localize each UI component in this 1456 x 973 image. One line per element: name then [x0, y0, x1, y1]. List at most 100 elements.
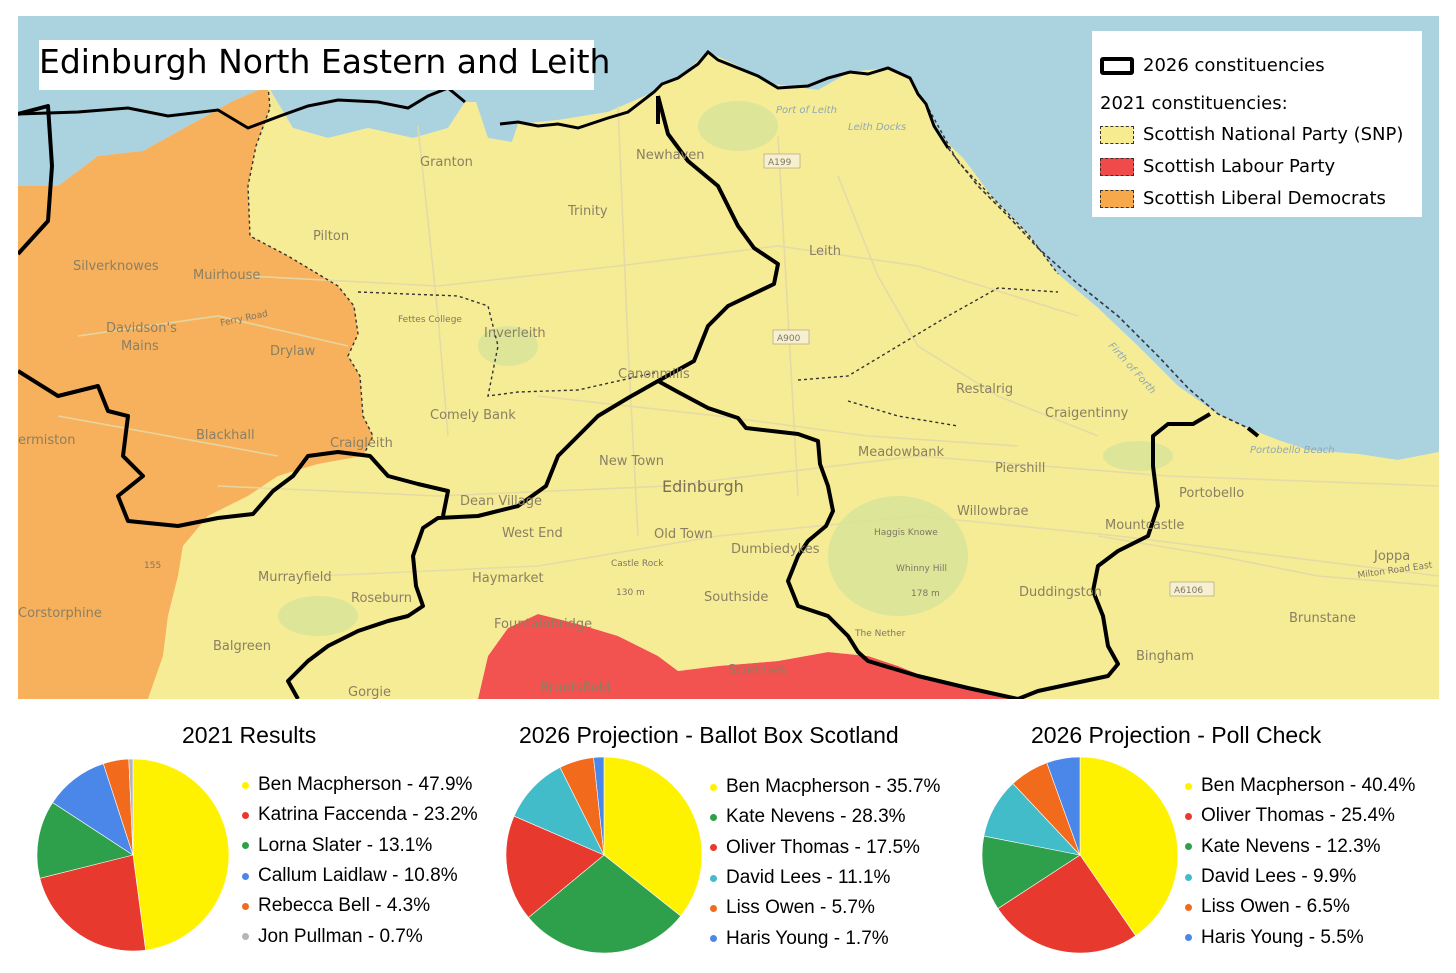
legend-label: David Lees - 9.9%	[1201, 866, 1357, 888]
place-label: Brunstane	[1289, 611, 1356, 626]
map-title-box: Edinburgh North Eastern and Leith	[39, 40, 610, 90]
pie-chart	[981, 756, 1179, 954]
legend-2021-heading: 2021 constituencies:	[1100, 93, 1288, 114]
coastline-leith	[499, 49, 950, 149]
legend-item: Ben Macpherson - 47.9%	[242, 770, 478, 800]
legend-item: Ben Macpherson - 40.4%	[1185, 771, 1415, 801]
legend-dot	[710, 935, 717, 943]
place-label: Sciennes	[728, 663, 786, 678]
pie-slice-kate-nevens	[528, 854, 682, 954]
place-label: Balgreen	[213, 639, 271, 654]
legend-label: Oliver Thomas - 25.4%	[1201, 805, 1395, 827]
pie-title: 2026 Projection - Poll Check	[1031, 722, 1322, 748]
place-label: Haggis Knowe	[874, 528, 938, 538]
place-label: New Town	[599, 454, 664, 469]
place-label: Joppa	[1373, 549, 1410, 564]
boundaries-2026	[18, 95, 1260, 699]
legend-dot	[242, 933, 249, 941]
road-label: A199	[768, 158, 792, 168]
place-label: Haymarket	[472, 571, 544, 586]
pie-slice-haris-young	[593, 756, 605, 856]
place-label: Southside	[704, 590, 768, 605]
legend-label: Callum Laidlaw - 10.8%	[258, 865, 458, 887]
place-label: Edinburgh	[662, 477, 744, 496]
legend-dot	[1185, 812, 1192, 820]
legend-libdem-label: Scottish Liberal Democrats	[1143, 188, 1386, 209]
legend-item: Kate Nevens - 28.3%	[710, 802, 940, 832]
legend-label: Kate Nevens - 12.3%	[1201, 835, 1381, 857]
pie-panel-poll-check: 2026 Projection - Poll Check Ben Macpher…	[975, 716, 1445, 966]
coastline-east	[947, 147, 1249, 429]
place-label: Roseburn	[351, 591, 412, 606]
place-label: Bruntsfield	[540, 681, 611, 696]
legend-dot	[710, 874, 717, 882]
place-label: Leith Docks	[848, 122, 906, 133]
legend-dot	[1185, 782, 1192, 790]
legend-label: Haris Young - 5.5%	[1201, 926, 1364, 948]
legend-dot	[710, 844, 717, 852]
place-label: Muirhouse	[193, 268, 260, 283]
legend-item: Liss Owen - 6.5%	[1185, 892, 1415, 922]
pie-chart	[505, 756, 703, 954]
place-label: Castle Rock	[611, 559, 664, 569]
pie-legend: Ben Macpherson - 35.7% Kate Nevens - 28.3…	[710, 772, 940, 954]
place-label: Fettes College	[398, 315, 462, 325]
place-label: Dumbiedykes	[731, 542, 820, 557]
place-label: Gorgie	[348, 685, 391, 699]
pie-slice-david-lees	[513, 767, 605, 856]
legend-label: Haris Young - 1.7%	[726, 927, 889, 949]
place-label: Willowbrae	[957, 504, 1029, 519]
legend-dot	[1185, 903, 1192, 911]
pie-slice-haris-young	[1046, 756, 1081, 856]
pie-slice-jon-pullman	[128, 758, 134, 856]
place-label: ermiston	[18, 433, 75, 448]
legend-label: Ben Macpherson - 35.7%	[726, 776, 941, 798]
map-title: Edinburgh North Eastern and Leith	[39, 42, 611, 81]
legend-dot	[242, 902, 249, 910]
pie-legend: Ben Macpherson - 40.4% Oliver Thomas - 25…	[1185, 771, 1415, 953]
libdem-2021-area	[18, 86, 373, 699]
place-label: Bingham	[1136, 649, 1194, 664]
place-label: Piershill	[995, 461, 1045, 476]
place-label: Blackhall	[196, 428, 255, 443]
legend-labour-row: Scottish Labour Party	[1100, 156, 1335, 177]
pie-legend: Ben Macpherson - 47.9% Katrina Faccenda -…	[242, 770, 478, 952]
legend-item: Katrina Faccenda - 23.2%	[242, 800, 478, 830]
legend-item: Jon Pullman - 0.7%	[242, 921, 478, 951]
place-label: Comely Bank	[430, 408, 516, 423]
legend-item: Oliver Thomas - 25.4%	[1185, 801, 1415, 831]
place-label: Portobello	[1179, 486, 1244, 501]
pie-slice-ben-macpherson	[132, 758, 230, 951]
legend-dot	[1185, 843, 1192, 851]
boundaries-2021	[247, 85, 1059, 457]
pie-slice-oliver-thomas	[505, 815, 605, 918]
legend-dot	[242, 781, 249, 789]
place-label: Old Town	[654, 527, 713, 542]
place-label: Dean Village	[460, 494, 542, 509]
pie-slice-kate-nevens	[981, 835, 1081, 909]
snp-2021-area	[148, 52, 1439, 699]
place-label: Port of Leith	[776, 105, 837, 116]
parks	[278, 101, 1173, 636]
legend-item: David Lees - 9.9%	[1185, 862, 1415, 892]
place-label: Murrayfield	[258, 570, 332, 585]
legend-item: Callum Laidlaw - 10.8%	[242, 861, 478, 891]
legend-dot	[242, 872, 249, 880]
legend-label: Ben Macpherson - 40.4%	[1201, 775, 1416, 797]
place-label: Duddingston	[1019, 585, 1102, 600]
place-label: Mountcastle	[1105, 518, 1184, 533]
place-label: Meadowbank	[858, 445, 944, 460]
place-label: Fountainbridge	[494, 617, 592, 632]
pie-chart	[36, 758, 230, 952]
legend-item: Oliver Thomas - 17.5%	[710, 833, 940, 863]
labour-2021-area	[478, 614, 1018, 699]
place-label: Trinity	[567, 204, 608, 219]
place-label: Whinny Hill	[896, 564, 947, 574]
legend-2026-label: 2026 constituencies	[1143, 55, 1325, 76]
legend-label: Liss Owen - 6.5%	[1201, 896, 1350, 918]
legend-item: David Lees - 11.1%	[710, 863, 940, 893]
pie-slice-ben-macpherson	[603, 756, 703, 917]
legend-dot	[710, 904, 717, 912]
legend-item: Ben Macpherson - 35.7%	[710, 772, 940, 802]
legend-snp-label: Scottish National Party (SNP)	[1143, 124, 1404, 145]
